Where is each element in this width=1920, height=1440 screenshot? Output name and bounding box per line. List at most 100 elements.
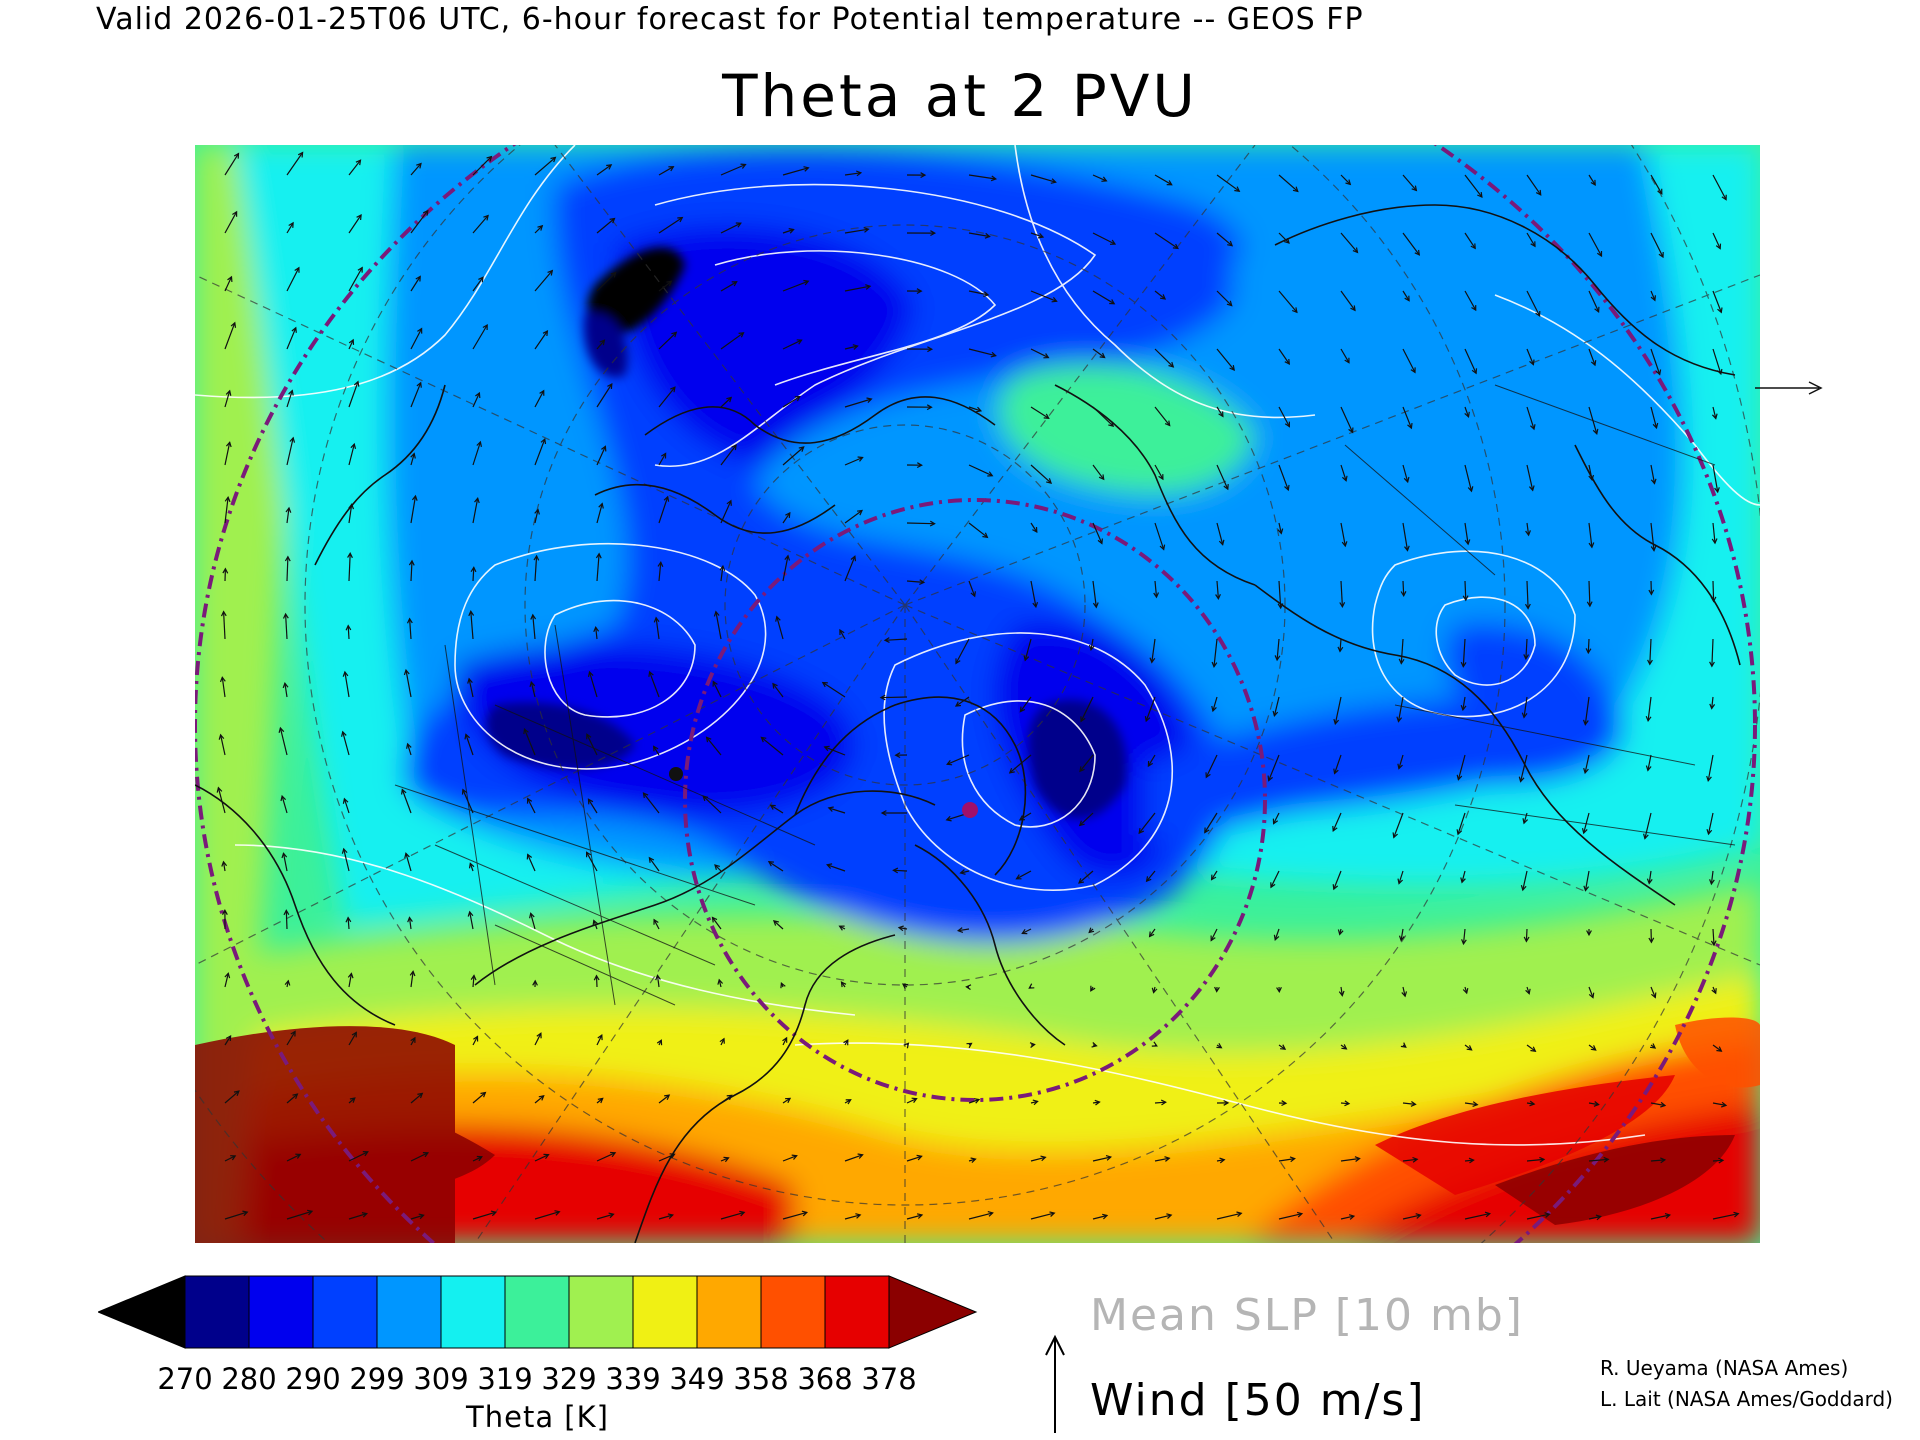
wind-vector-head bbox=[422, 1152, 430, 1158]
wind-vector-head bbox=[278, 726, 285, 733]
wind-vector bbox=[1278, 406, 1290, 427]
wind-vector-head bbox=[288, 221, 294, 228]
wind-vector bbox=[1522, 870, 1528, 891]
wind-vector bbox=[286, 222, 294, 234]
wind-vector-head bbox=[1043, 413, 1050, 419]
wind-vector bbox=[1402, 232, 1420, 256]
wind-vector-head bbox=[1211, 705, 1217, 713]
wind-vector bbox=[658, 331, 677, 350]
wind-vector bbox=[1019, 812, 1032, 821]
wind-vector bbox=[1154, 290, 1166, 300]
wind-vector-head bbox=[1714, 487, 1720, 494]
wind-vector bbox=[1205, 754, 1218, 778]
wind-vector bbox=[1588, 464, 1593, 480]
wind-vector-head bbox=[855, 1213, 862, 1219]
wind-vector-head bbox=[345, 624, 352, 631]
wind-vector-head bbox=[1339, 602, 1346, 609]
wind-vector bbox=[1204, 812, 1218, 833]
wind-vector-head bbox=[406, 617, 413, 624]
colorbar-tick-label: 299 bbox=[349, 1362, 405, 1396]
wind-vector bbox=[410, 453, 415, 466]
wind-vector-head bbox=[1715, 243, 1722, 250]
wind-vector bbox=[1712, 1044, 1722, 1052]
wind-vector bbox=[706, 736, 722, 756]
wind-vector bbox=[596, 446, 606, 466]
wind-vector-head bbox=[990, 351, 997, 358]
credit-line-2: L. Lait (NASA Ames/Goddard) bbox=[1600, 1387, 1893, 1411]
wind-vector bbox=[658, 217, 683, 234]
wind-vector-head bbox=[470, 566, 477, 573]
wind-vector-head bbox=[467, 910, 474, 917]
wind-vector bbox=[772, 683, 784, 698]
wind-vector bbox=[884, 638, 908, 641]
wind-vector bbox=[588, 671, 598, 698]
wind-vector-head bbox=[1284, 421, 1290, 428]
wind-vector-head bbox=[1227, 240, 1234, 247]
wind-vector bbox=[1090, 638, 1094, 650]
wind-vector-head bbox=[486, 155, 493, 162]
colorbar-tick-label: 368 bbox=[797, 1362, 853, 1396]
wind-vector-head bbox=[1284, 358, 1291, 366]
wind-vector-head bbox=[550, 156, 557, 163]
wind-vector-head bbox=[1023, 655, 1030, 662]
wind-vector bbox=[1402, 406, 1412, 429]
wind-vector-head bbox=[523, 727, 529, 735]
wind-vector bbox=[1584, 870, 1590, 891]
wind-vector bbox=[643, 792, 660, 814]
wind-vector bbox=[1526, 1213, 1550, 1220]
slp-legend-label: Mean SLP [10 mb] bbox=[1090, 1290, 1524, 1341]
wind-vector-head bbox=[347, 972, 354, 979]
wind-vector bbox=[782, 446, 805, 466]
wind-vector bbox=[1525, 928, 1528, 942]
wind-vector bbox=[1092, 406, 1114, 427]
wind-vector-head bbox=[540, 437, 547, 445]
wind-vector-head bbox=[717, 978, 724, 985]
wind-vector-head bbox=[1593, 1101, 1600, 1107]
wind-vector bbox=[286, 390, 293, 408]
wind-vector-head bbox=[608, 1212, 615, 1219]
wind-vector bbox=[586, 852, 598, 872]
wind-vector bbox=[968, 348, 996, 357]
wind-vector bbox=[1216, 1212, 1242, 1220]
wind-vector-head bbox=[349, 1097, 356, 1103]
wind-vector-head bbox=[1211, 661, 1218, 668]
wind-vector-head bbox=[532, 979, 538, 986]
wind-vector bbox=[1400, 928, 1404, 941]
wind-vector bbox=[1707, 754, 1714, 781]
wind-vector-head bbox=[879, 694, 886, 701]
wind-vector-head bbox=[1657, 188, 1663, 195]
wind-vector bbox=[222, 861, 226, 872]
wind-vector bbox=[286, 267, 300, 292]
wind-vector bbox=[472, 324, 488, 350]
wind-vector bbox=[1464, 522, 1469, 545]
colorbar-swatch bbox=[824, 1275, 890, 1349]
wind-vector-head bbox=[1214, 986, 1220, 993]
wind-vector bbox=[596, 218, 615, 234]
wind-vector bbox=[348, 159, 361, 176]
wind-vector bbox=[1334, 754, 1342, 774]
wind-vector bbox=[720, 397, 732, 408]
wind-vector-head bbox=[1403, 476, 1410, 484]
wind-vector bbox=[720, 163, 746, 176]
wind-vector bbox=[1712, 1102, 1727, 1106]
wind-vector bbox=[1526, 522, 1530, 536]
wind-vector-head bbox=[224, 972, 231, 979]
wind-vector-head bbox=[726, 499, 732, 506]
wind-vector bbox=[658, 280, 672, 292]
wind-vector-head bbox=[1215, 593, 1221, 600]
wind-vector-head bbox=[945, 815, 952, 822]
plot-title: Theta at 2 PVU bbox=[722, 62, 1198, 130]
wind-vector bbox=[1030, 406, 1050, 419]
wind-vector-head bbox=[292, 1093, 299, 1100]
wind-vector-head bbox=[1101, 176, 1108, 182]
wind-vector-head bbox=[1646, 878, 1653, 885]
wind-vector-head bbox=[1650, 545, 1657, 552]
wind-vector bbox=[1526, 348, 1534, 365]
wind-vector-head bbox=[663, 495, 670, 502]
wind-vector-head bbox=[1590, 1045, 1597, 1051]
wind-vector bbox=[658, 453, 667, 466]
tropic-ring-inner bbox=[683, 498, 1267, 1102]
wind-vector bbox=[1526, 174, 1542, 196]
wind-vector bbox=[1464, 348, 1477, 374]
wind-vector-head bbox=[1709, 703, 1716, 710]
